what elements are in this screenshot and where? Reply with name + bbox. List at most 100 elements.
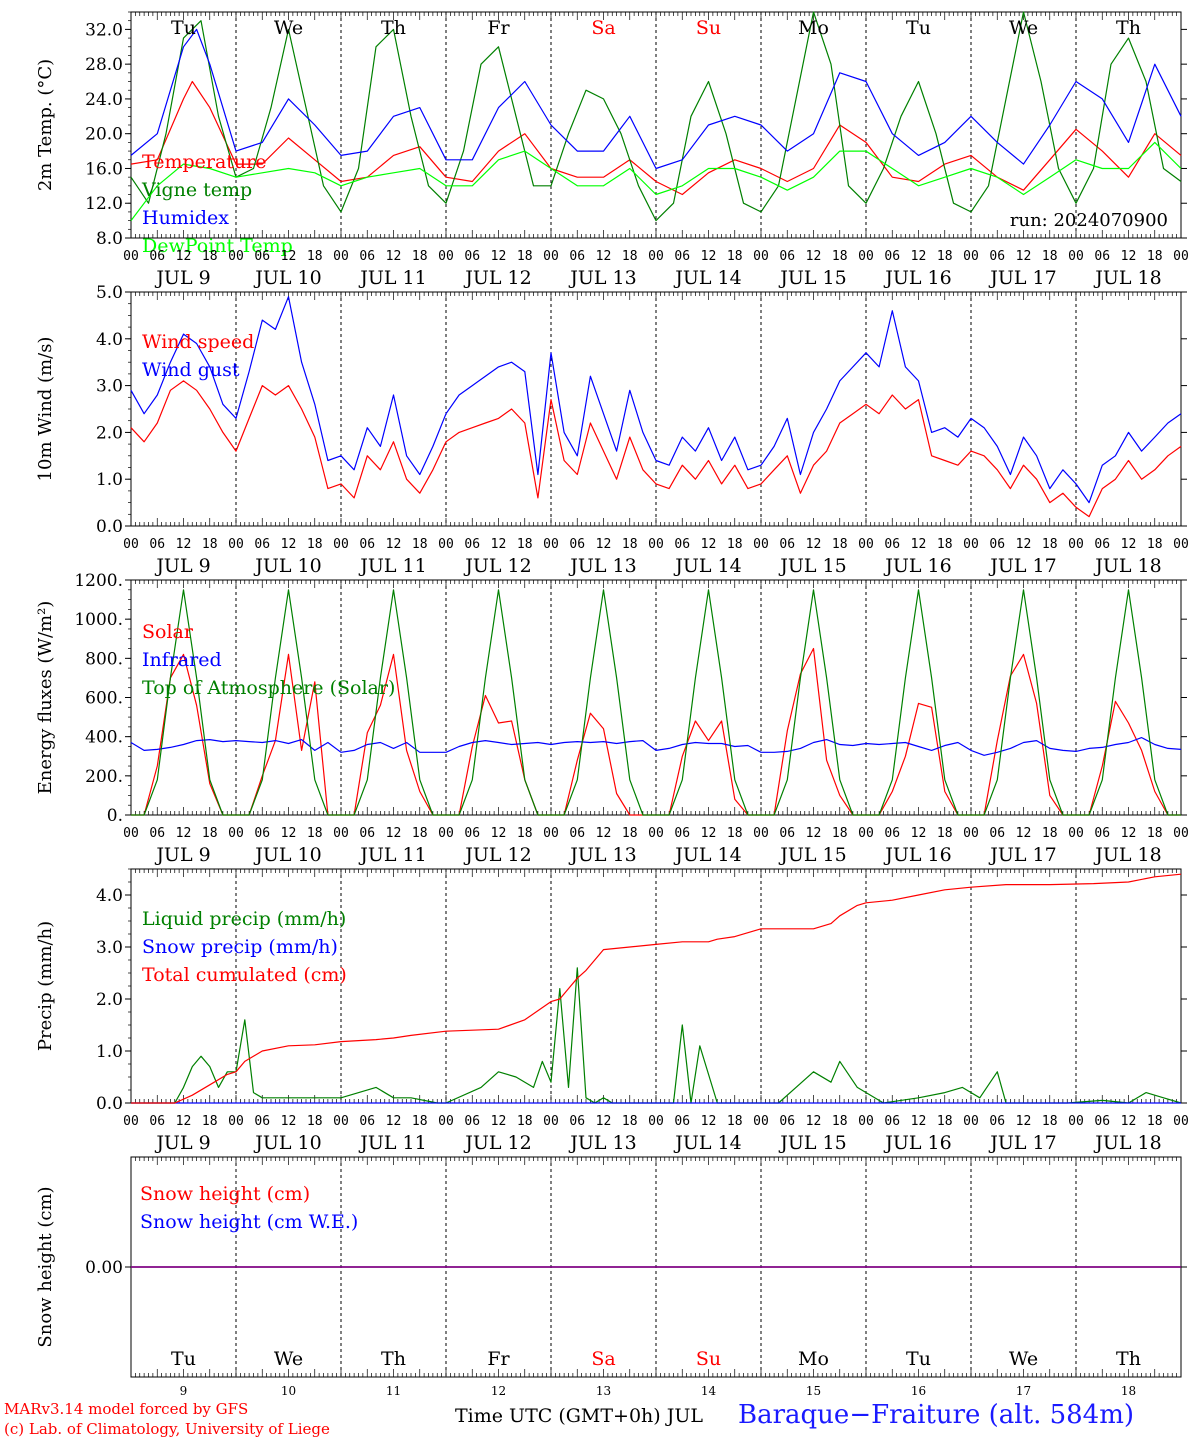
weekday-label: Fr — [487, 17, 510, 39]
y-tick-label: 1.0 — [96, 470, 123, 490]
y-tick-label: 4.0 — [96, 330, 123, 350]
hour-tick-label: 18 — [622, 249, 638, 264]
legend-entry: Snow height (cm W.E.) — [140, 1211, 358, 1233]
hour-tick-label: 00 — [228, 826, 244, 841]
date-label: JUL 14 — [673, 844, 741, 866]
hour-tick-label: 00 — [753, 537, 769, 552]
hour-tick-label: 06 — [884, 537, 900, 552]
date-label: JUL 14 — [673, 555, 741, 577]
lab-credit: (c) Lab. of Climatology, University of L… — [4, 1420, 330, 1438]
hour-tick-label: 12 — [281, 249, 297, 264]
date-label: JUL 10 — [253, 844, 321, 866]
hour-tick-label: 00 — [438, 249, 454, 264]
hour-tick-label: 18 — [307, 826, 323, 841]
hour-tick-label: 12 — [386, 1114, 402, 1129]
hour-tick-label: 00 — [123, 249, 139, 264]
hour-tick-label: 12 — [806, 826, 822, 841]
hour-tick-label: 00 — [963, 249, 979, 264]
day-number-label: 14 — [701, 1384, 717, 1398]
date-label: JUL 17 — [988, 1132, 1056, 1154]
hour-tick-label: 12 — [701, 1114, 717, 1129]
series-line-top-of-atmosphere-solar- — [131, 589, 1181, 816]
hour-tick-label: 18 — [727, 249, 743, 264]
hour-tick-label: 00 — [123, 1114, 139, 1129]
date-label: JUL 17 — [988, 844, 1056, 866]
hour-tick-label: 00 — [543, 537, 559, 552]
weekday-label: Th — [1116, 1348, 1141, 1370]
hour-tick-label: 06 — [1094, 826, 1110, 841]
hour-tick-label: 06 — [1094, 249, 1110, 264]
weekday-label: Tu — [906, 17, 931, 39]
hour-tick-label: 12 — [701, 826, 717, 841]
day-number-label: 12 — [491, 1384, 506, 1398]
hour-tick-label: 18 — [1147, 249, 1163, 264]
series-line-humidex — [130, 28, 1182, 170]
hour-tick-label: 00 — [648, 826, 664, 841]
day-number-label: 10 — [281, 1384, 296, 1398]
hour-tick-label: 12 — [806, 249, 822, 264]
series-line-wind-gust — [130, 296, 1182, 504]
hour-tick-label: 00 — [648, 1114, 664, 1129]
date-label: JUL 15 — [778, 1132, 846, 1154]
date-label: JUL 18 — [1093, 267, 1161, 289]
y-axis-label: Energy fluxes (W/m²) — [35, 601, 56, 795]
date-label: JUL 16 — [883, 1132, 951, 1154]
hour-tick-label: 00 — [1173, 826, 1189, 841]
date-label: JUL 14 — [673, 267, 741, 289]
hour-tick-label: 18 — [202, 537, 218, 552]
y-tick-label: 2.0 — [96, 423, 123, 443]
hour-tick-label: 12 — [491, 537, 507, 552]
y-tick-label: 1200. — [74, 571, 123, 591]
date-label: JUL 11 — [358, 844, 426, 866]
y-axis-label: Precip (mm/h) — [35, 921, 56, 1051]
date-label: JUL 13 — [568, 555, 636, 577]
weekday-label: Th — [381, 17, 406, 39]
weekday-label: We — [1009, 17, 1038, 39]
hour-tick-label: 00 — [753, 1114, 769, 1129]
hour-tick-label: 00 — [333, 249, 349, 264]
date-label: JUL 15 — [778, 267, 846, 289]
hour-tick-label: 12 — [491, 826, 507, 841]
time-axis-label: Time UTC (GMT+0h) JUL — [455, 1405, 703, 1427]
weekday-label: Tu — [171, 1348, 196, 1370]
hour-tick-label: 06 — [254, 826, 270, 841]
hour-tick-label: 06 — [779, 537, 795, 552]
y-tick-label: 20.0 — [85, 125, 123, 145]
hour-tick-label: 06 — [359, 826, 375, 841]
hour-tick-label: 00 — [543, 1114, 559, 1129]
date-label: JUL 18 — [1093, 555, 1161, 577]
y-tick-label: 600. — [85, 689, 123, 709]
hour-tick-label: 06 — [569, 1114, 585, 1129]
hour-tick-label: 12 — [281, 1114, 297, 1129]
series-line-infrared — [130, 736, 1182, 756]
hour-tick-label: 12 — [596, 249, 612, 264]
hour-tick-label: 00 — [333, 826, 349, 841]
hour-tick-label: 06 — [674, 537, 690, 552]
hour-tick-label: 06 — [569, 826, 585, 841]
weekday-label: Su — [696, 17, 721, 39]
date-label: JUL 14 — [673, 1132, 741, 1154]
y-tick-label: 3.0 — [96, 377, 123, 397]
hour-tick-label: 18 — [412, 249, 428, 264]
y-tick-label: 4.0 — [96, 886, 123, 906]
date-label: JUL 12 — [463, 1132, 531, 1154]
hour-tick-label: 18 — [832, 1114, 848, 1129]
day-number-label: 15 — [806, 1384, 821, 1398]
date-label: JUL 16 — [883, 555, 951, 577]
hour-tick-label: 12 — [1016, 249, 1032, 264]
date-label: JUL 10 — [253, 267, 321, 289]
y-tick-label: 8.0 — [96, 229, 123, 249]
hour-tick-label: 00 — [228, 1114, 244, 1129]
hour-tick-label: 12 — [491, 249, 507, 264]
hour-tick-label: 00 — [228, 537, 244, 552]
hour-tick-label: 12 — [1121, 249, 1137, 264]
date-label: JUL 12 — [463, 267, 531, 289]
day-number-label: 13 — [596, 1384, 611, 1398]
weekday-label: Tu — [906, 1348, 931, 1370]
date-label: JUL 16 — [883, 267, 951, 289]
hour-tick-label: 18 — [622, 537, 638, 552]
hour-tick-label: 06 — [149, 249, 165, 264]
hour-tick-label: 18 — [307, 1114, 323, 1129]
hour-tick-label: 12 — [386, 249, 402, 264]
legend-entry: Humidex — [142, 207, 229, 229]
